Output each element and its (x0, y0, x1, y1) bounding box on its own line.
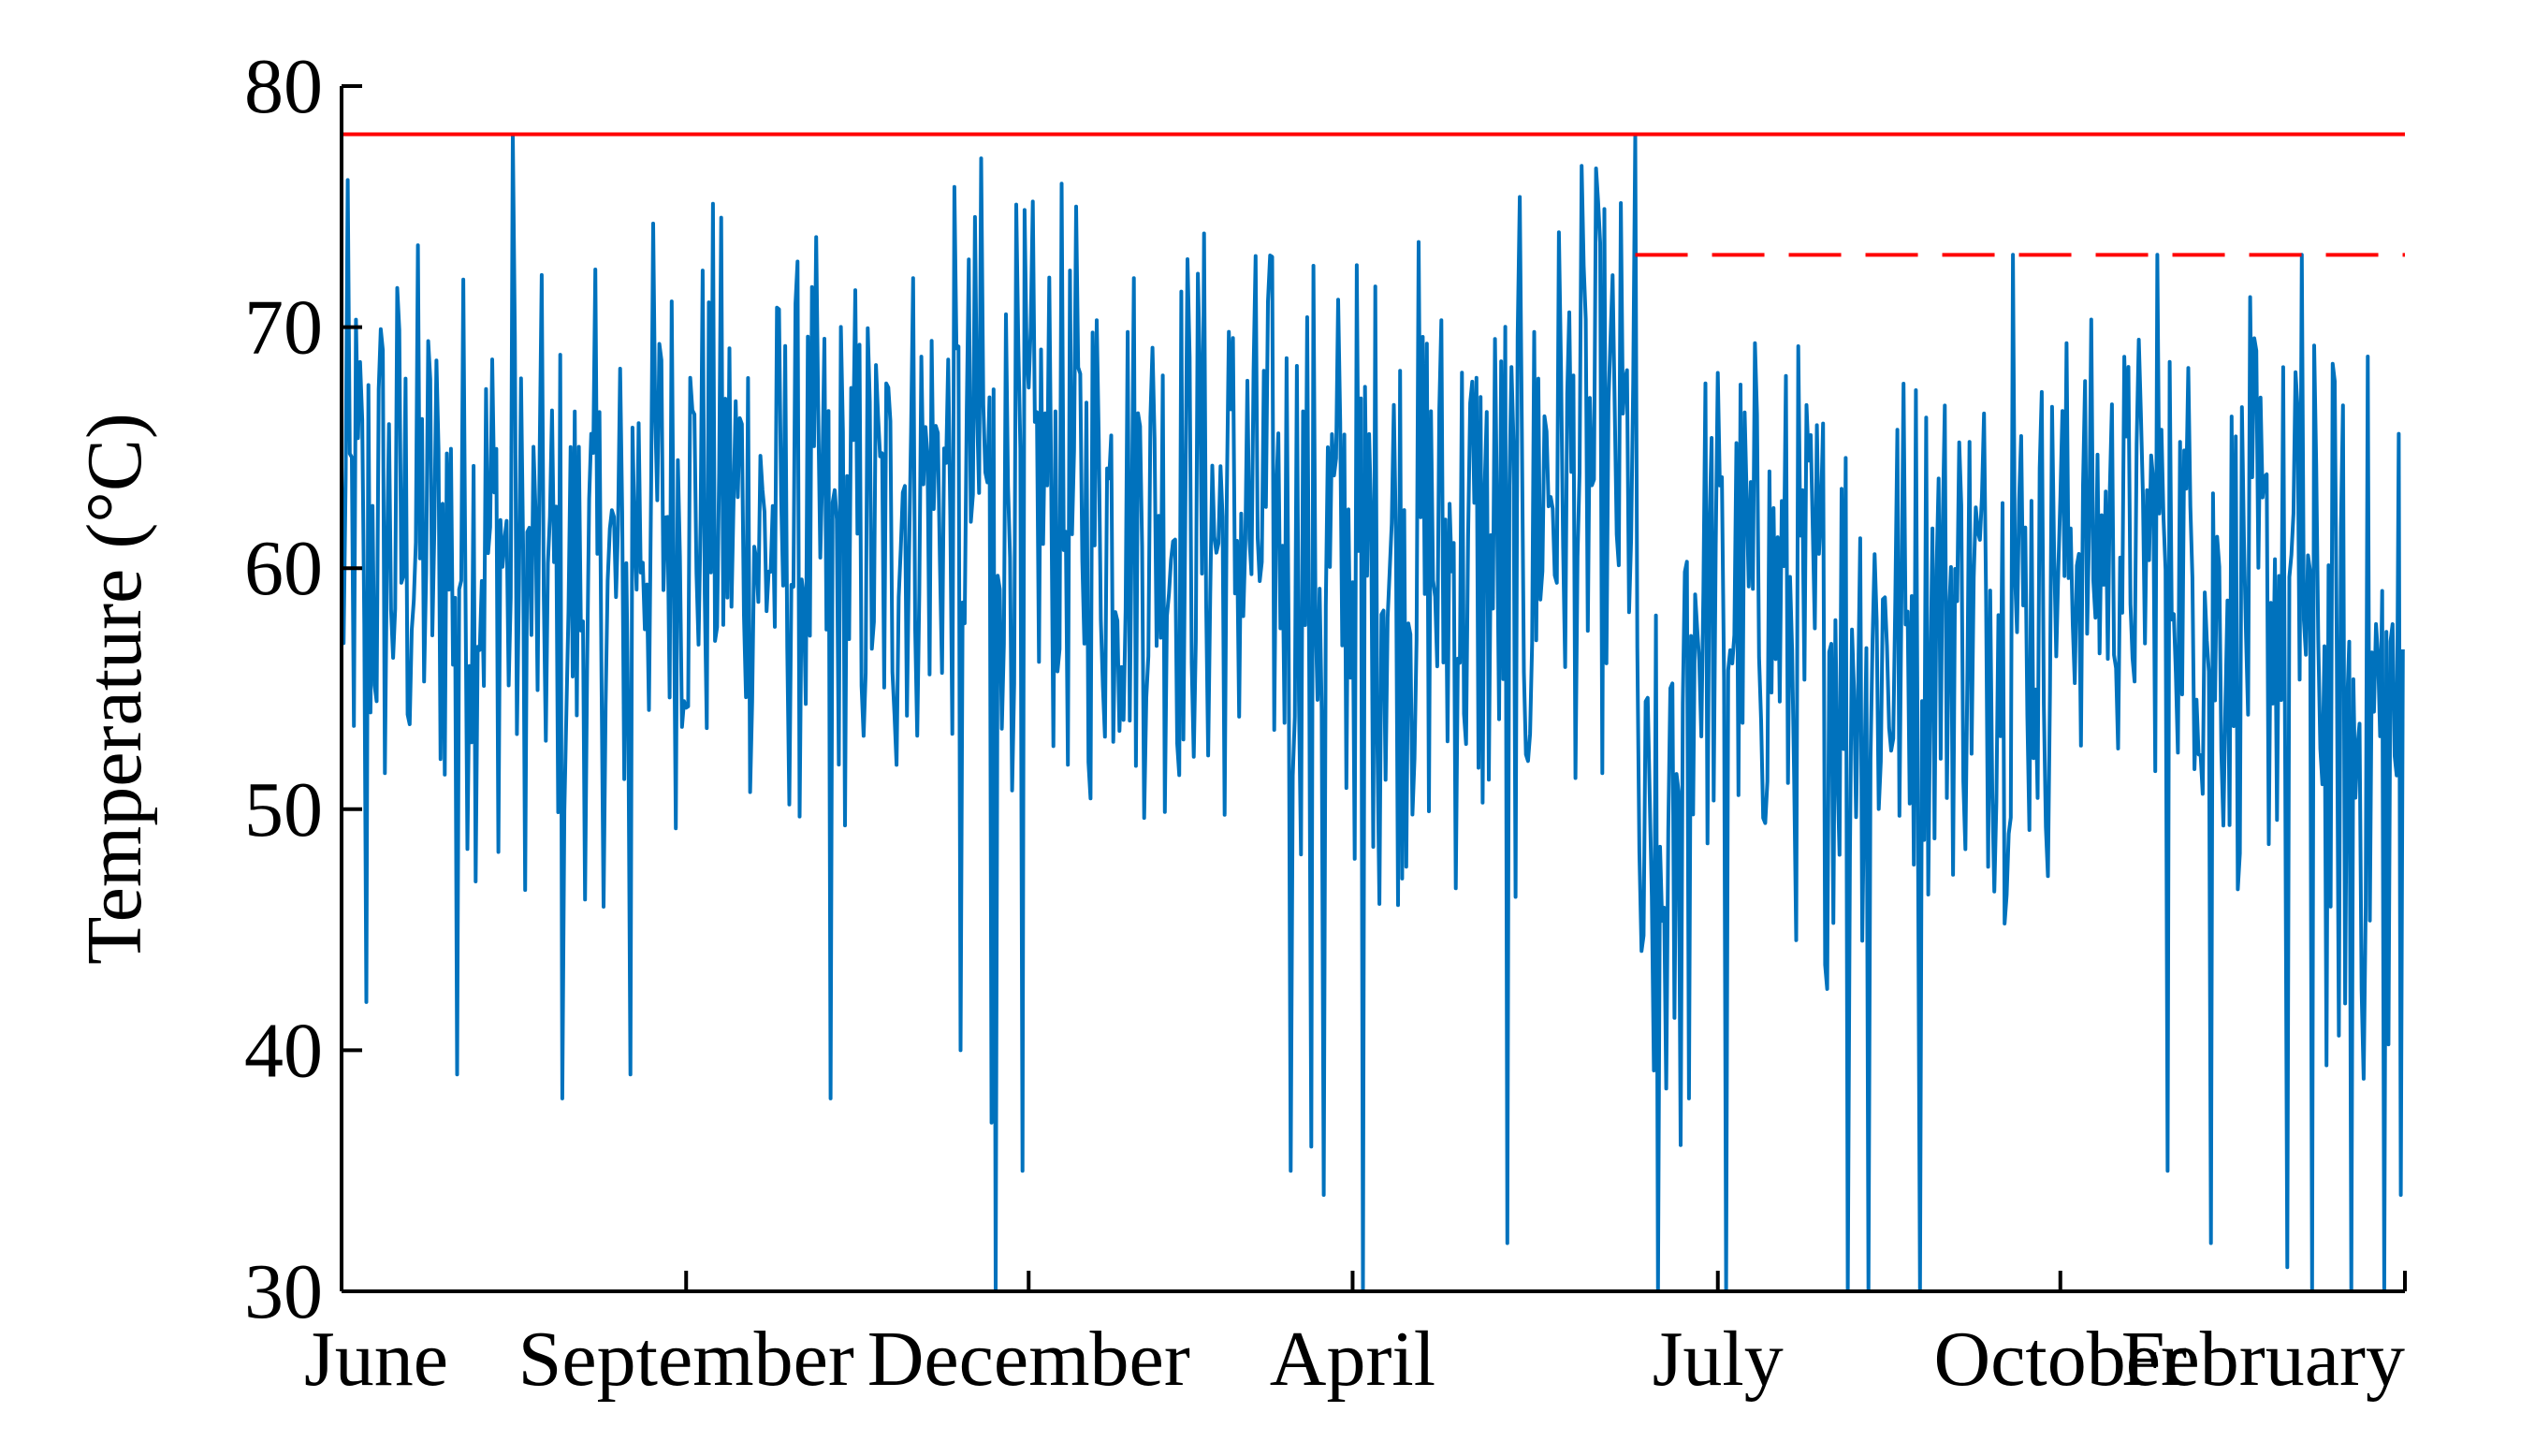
x-tick-label: June (304, 1316, 448, 1403)
y-ticks: 30 40 50 60 70 80 (244, 43, 362, 1335)
x-tick-label: February (2121, 1316, 2405, 1403)
x-tick-label: July (1653, 1316, 1784, 1403)
plot-area (340, 132, 2405, 1293)
y-axis-title: Temperature (°C) (71, 413, 158, 965)
y-tick-label: 30 (244, 1248, 323, 1335)
x-tick-label: October (1933, 1316, 2187, 1403)
temperature-series-line (340, 132, 2405, 1293)
y-tick-label: 50 (244, 766, 323, 853)
y-tick-label: 70 (244, 284, 323, 371)
x-ticks: June September December April July OctoberFeb… (304, 1271, 2407, 1403)
y-tick-label: 80 (244, 43, 323, 130)
x-tick-label: September (518, 1316, 854, 1403)
y-tick-label: 60 (244, 525, 323, 612)
x-tick-label: April (1270, 1316, 1435, 1403)
x-tick-label: December (867, 1316, 1190, 1403)
threshold-lines (342, 132, 2405, 257)
y-tick-label: 40 (244, 1007, 323, 1094)
